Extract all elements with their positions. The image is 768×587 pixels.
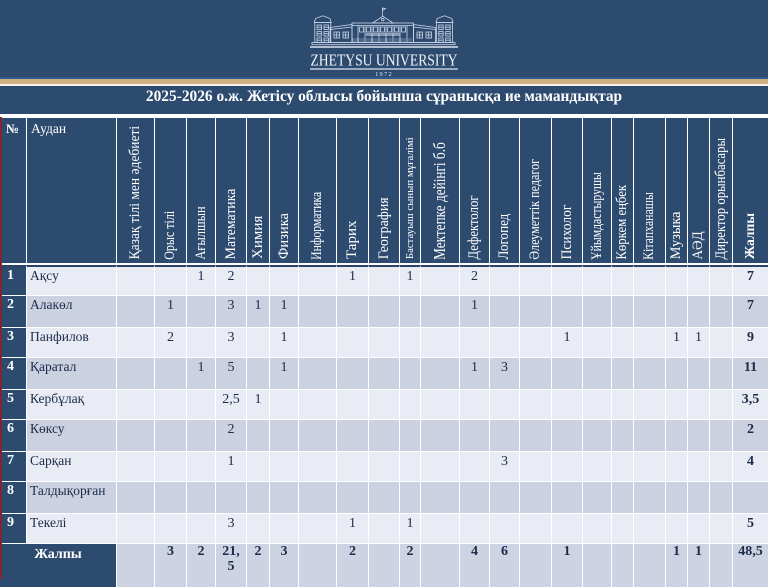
svg-text:ZHETYSU UNIVERSITY: ZHETYSU UNIVERSITY — [311, 51, 458, 70]
svg-text:1972: 1972 — [375, 71, 393, 77]
